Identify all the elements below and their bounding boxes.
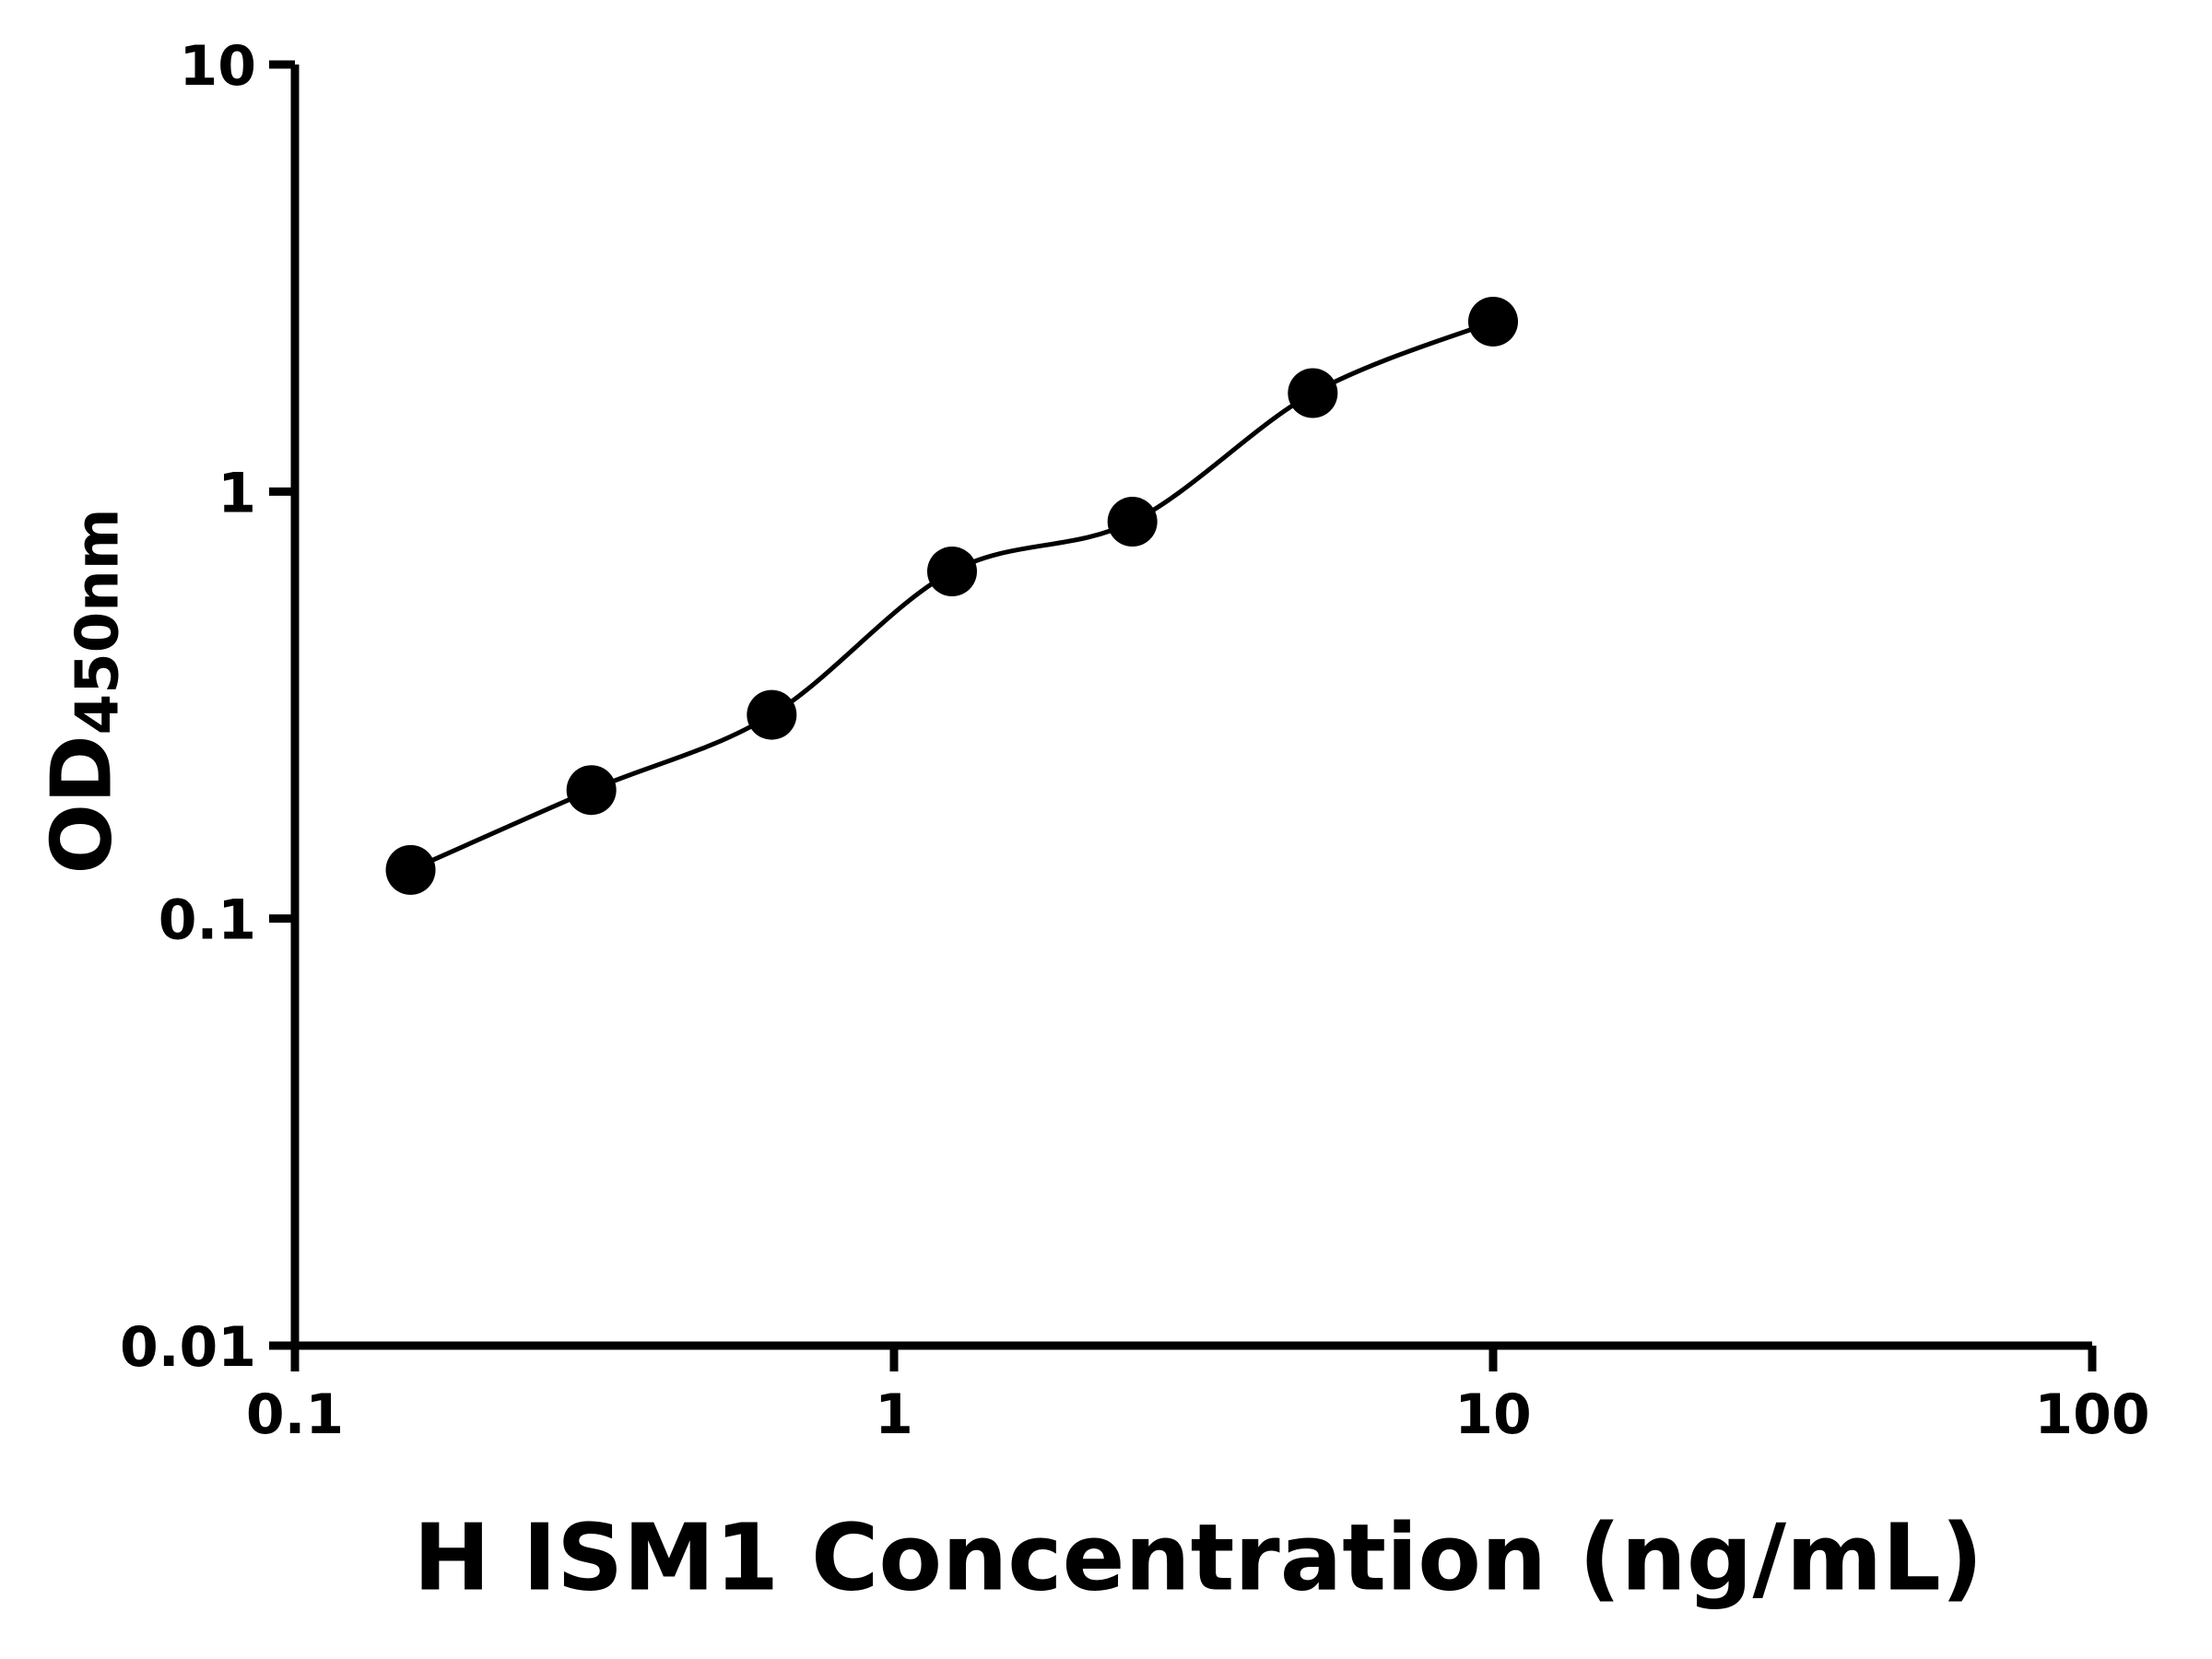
y-tick-label: 1 [218, 461, 256, 525]
x-tick-label: 0.1 [246, 1382, 344, 1447]
data-point [385, 844, 436, 895]
data-point [926, 547, 977, 597]
data-point [566, 765, 617, 816]
y-axis-label-subscript: 450nm [64, 508, 133, 735]
x-axis-label: H ISM1 Concentration (ng/mL) [413, 1503, 1983, 1612]
y-axis-label: OD450nm [34, 508, 133, 874]
x-tick-label: 10 [1454, 1382, 1532, 1447]
data-point [1107, 497, 1158, 547]
data-point [1468, 296, 1518, 347]
x-tick-label: 1 [875, 1382, 913, 1447]
data-point [747, 689, 797, 740]
axes-lines [290, 65, 2092, 1350]
y-tick-label: 10 [180, 34, 257, 99]
y-tick-label: 0.1 [159, 888, 256, 953]
y-axis-label-main: OD [33, 735, 131, 875]
x-tick-label: 100 [2034, 1382, 2149, 1447]
data-point [1288, 368, 1338, 418]
y-tick-label: 0.01 [120, 1315, 256, 1380]
